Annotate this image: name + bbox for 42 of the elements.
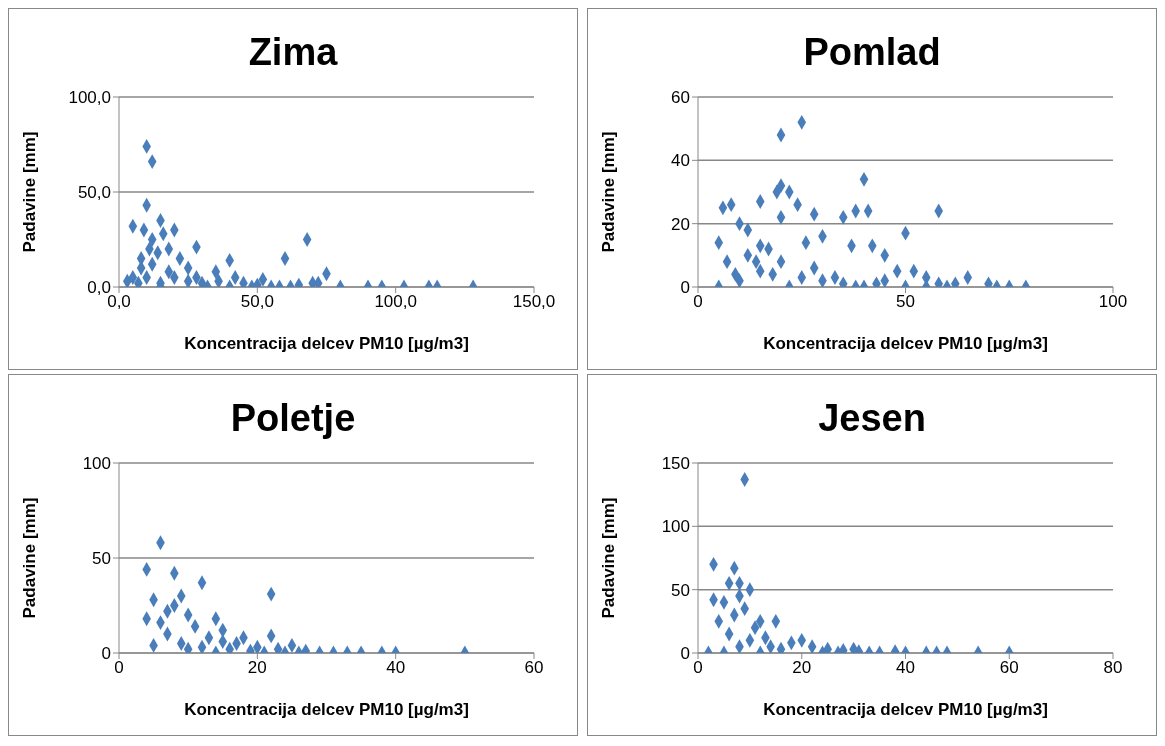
x-axis-title: Koncentracija delcev PM10 [µg/m3]	[184, 334, 469, 353]
x-tick-label: 0	[693, 658, 703, 678]
y-axis-title: Padavine [mm]	[599, 131, 619, 253]
y-tick-label: 100	[661, 517, 690, 537]
y-tick-label: 100,0	[68, 88, 111, 108]
x-tick-label: 80	[1103, 658, 1123, 678]
y-tick-label: 50,0	[77, 183, 111, 203]
y-tick-label: 50	[671, 580, 690, 600]
y-tick-label: 20	[671, 214, 690, 234]
x-tick-label: 60	[524, 658, 544, 678]
y-tick-label: 0	[680, 644, 690, 664]
x-tick-label: 20	[792, 658, 812, 678]
x-tick-label: 100,0	[374, 292, 417, 312]
x-tick-label: 50,0	[240, 292, 274, 312]
x-tick-label: 20	[247, 658, 267, 678]
x-tick-label: 150,0	[512, 292, 556, 312]
y-axis-title: Padavine [mm]	[20, 497, 40, 619]
y-axis-title: Padavine [mm]	[20, 131, 40, 253]
x-tick-label: 0	[693, 292, 703, 312]
y-tick-label: 150	[661, 454, 690, 474]
y-tick-label: 0	[680, 278, 690, 298]
x-tick-label: 50	[896, 292, 915, 312]
y-tick-label: 50	[92, 549, 111, 569]
x-tick-label: 0,0	[107, 292, 131, 312]
y-tick-label: 0	[101, 644, 111, 664]
x-tick-label: 40	[386, 658, 406, 678]
x-axis-title: Koncentracija delcev PM10 [µg/m3]	[763, 700, 1048, 719]
x-axis-title: Koncentracija delcev PM10 [µg/m3]	[184, 700, 469, 719]
chart-title: Zima	[247, 30, 339, 75]
x-tick-label: 100	[1098, 292, 1128, 312]
x-tick-label: 0	[114, 658, 124, 678]
y-tick-label: 40	[671, 151, 690, 171]
chart-title: Jesen	[817, 396, 927, 441]
y-tick-label: 100	[82, 454, 111, 474]
chart-title: Pomlad	[802, 30, 942, 75]
x-axis-title: Koncentracija delcev PM10 [µg/m3]	[763, 334, 1048, 353]
chart-title: Poletje	[229, 396, 357, 441]
x-tick-label: 40	[896, 658, 915, 678]
y-tick-label: 60	[671, 88, 690, 108]
x-tick-label: 60	[999, 658, 1019, 678]
point	[880, 273, 890, 287]
y-axis-title: Padavine [mm]	[599, 497, 619, 619]
